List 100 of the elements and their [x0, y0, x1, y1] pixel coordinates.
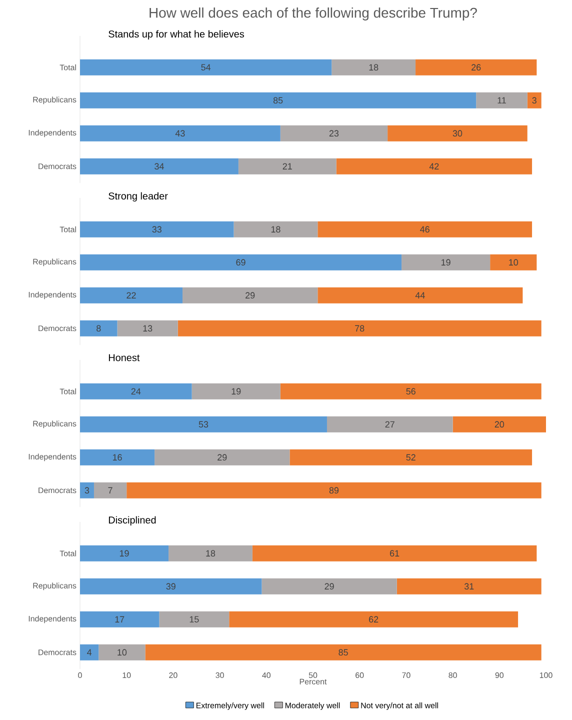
bar	[154, 449, 290, 466]
bar	[416, 59, 537, 76]
bar	[238, 158, 336, 174]
bar	[80, 611, 160, 628]
data-label: 44	[415, 292, 425, 298]
data-label: 21	[282, 163, 292, 170]
data-label: 89	[329, 487, 339, 494]
bar	[388, 125, 528, 142]
bar	[318, 287, 523, 304]
data-label: 22	[126, 292, 136, 298]
data-label: 85	[338, 649, 348, 656]
data-label: 46	[420, 226, 430, 233]
data-label: 18	[271, 226, 280, 233]
bar	[80, 383, 192, 400]
bar	[117, 320, 178, 336]
bar	[80, 578, 262, 594]
bar	[80, 287, 183, 304]
bar	[527, 92, 542, 108]
data-label: 29	[218, 454, 227, 461]
data-label: 27	[385, 421, 394, 428]
bar	[80, 320, 118, 336]
data-label: 19	[120, 550, 129, 557]
chart-title: Disciplined	[108, 516, 156, 526]
bar	[280, 125, 388, 142]
data-label: 19	[442, 259, 450, 266]
data-label: 56	[406, 388, 416, 395]
bar	[80, 92, 476, 108]
bar	[490, 254, 537, 270]
bar	[80, 482, 94, 498]
bar	[178, 320, 542, 336]
chart-title: How well does each of the following describe Trump?	[150, 7, 477, 20]
data-label: 33	[152, 226, 162, 233]
data-label: 34	[154, 163, 164, 170]
data-label: 61	[390, 550, 400, 557]
data-label: 78	[355, 325, 364, 332]
bar	[326, 416, 453, 432]
bar	[159, 611, 230, 628]
data-label: 20	[494, 421, 504, 428]
data-label: 43	[175, 130, 185, 137]
data-label: 19	[232, 388, 241, 395]
data-label: 10	[509, 259, 518, 266]
data-label: 17	[115, 616, 124, 622]
bar	[234, 221, 318, 238]
bar	[80, 158, 238, 174]
data-label: 85	[273, 97, 283, 104]
bar	[80, 644, 99, 660]
chart-subtitle: Stands up for what he believes	[108, 30, 244, 40]
bar	[290, 449, 532, 466]
bar	[280, 383, 542, 400]
data-label: 29	[324, 583, 334, 590]
data-label: 53	[198, 421, 208, 428]
data-label: 31	[464, 583, 474, 590]
bar	[80, 449, 155, 466]
bar	[229, 611, 518, 628]
bar	[332, 59, 416, 76]
bar	[262, 578, 397, 594]
data-label: 62	[369, 616, 378, 623]
bar	[452, 416, 546, 432]
bar	[182, 287, 318, 304]
data-label: 8	[96, 325, 101, 332]
chart-title: Strong leader	[108, 192, 168, 202]
data-label: 11	[498, 97, 506, 104]
bar	[80, 59, 332, 76]
bar	[145, 644, 542, 660]
data-label: 30	[452, 130, 462, 137]
data-label: 54	[201, 64, 211, 70]
bar	[252, 545, 537, 562]
bar	[94, 482, 127, 498]
bar	[396, 578, 542, 594]
data-label: 18	[369, 64, 378, 71]
bar	[318, 221, 532, 238]
bar	[476, 92, 528, 108]
data-label: 26	[472, 64, 481, 71]
data-label: 69	[236, 259, 246, 266]
data-label: 16	[112, 454, 122, 461]
bar	[192, 383, 280, 400]
data-label: 3	[532, 97, 536, 104]
data-label: 52	[406, 454, 416, 461]
data-label: 42	[429, 163, 439, 170]
data-label: 7	[108, 487, 112, 494]
data-label: 23	[329, 130, 339, 137]
data-label: 13	[143, 325, 152, 332]
data-label: 3	[84, 487, 90, 494]
data-label: 24	[131, 388, 141, 394]
bar	[126, 482, 542, 498]
bar	[80, 221, 234, 238]
data-label: 18	[206, 550, 216, 557]
chart-title: Honest	[108, 354, 140, 362]
bar	[80, 125, 280, 142]
data-label: 4	[87, 649, 92, 656]
data-label: 29	[246, 292, 255, 299]
bar	[80, 254, 402, 270]
bar	[98, 644, 146, 660]
data-label: 39	[166, 583, 176, 590]
data-label: 10	[118, 649, 127, 656]
bar	[80, 545, 169, 562]
bar	[168, 545, 252, 562]
bar	[80, 416, 327, 432]
bar	[336, 158, 532, 174]
data-label: 15	[190, 616, 199, 622]
